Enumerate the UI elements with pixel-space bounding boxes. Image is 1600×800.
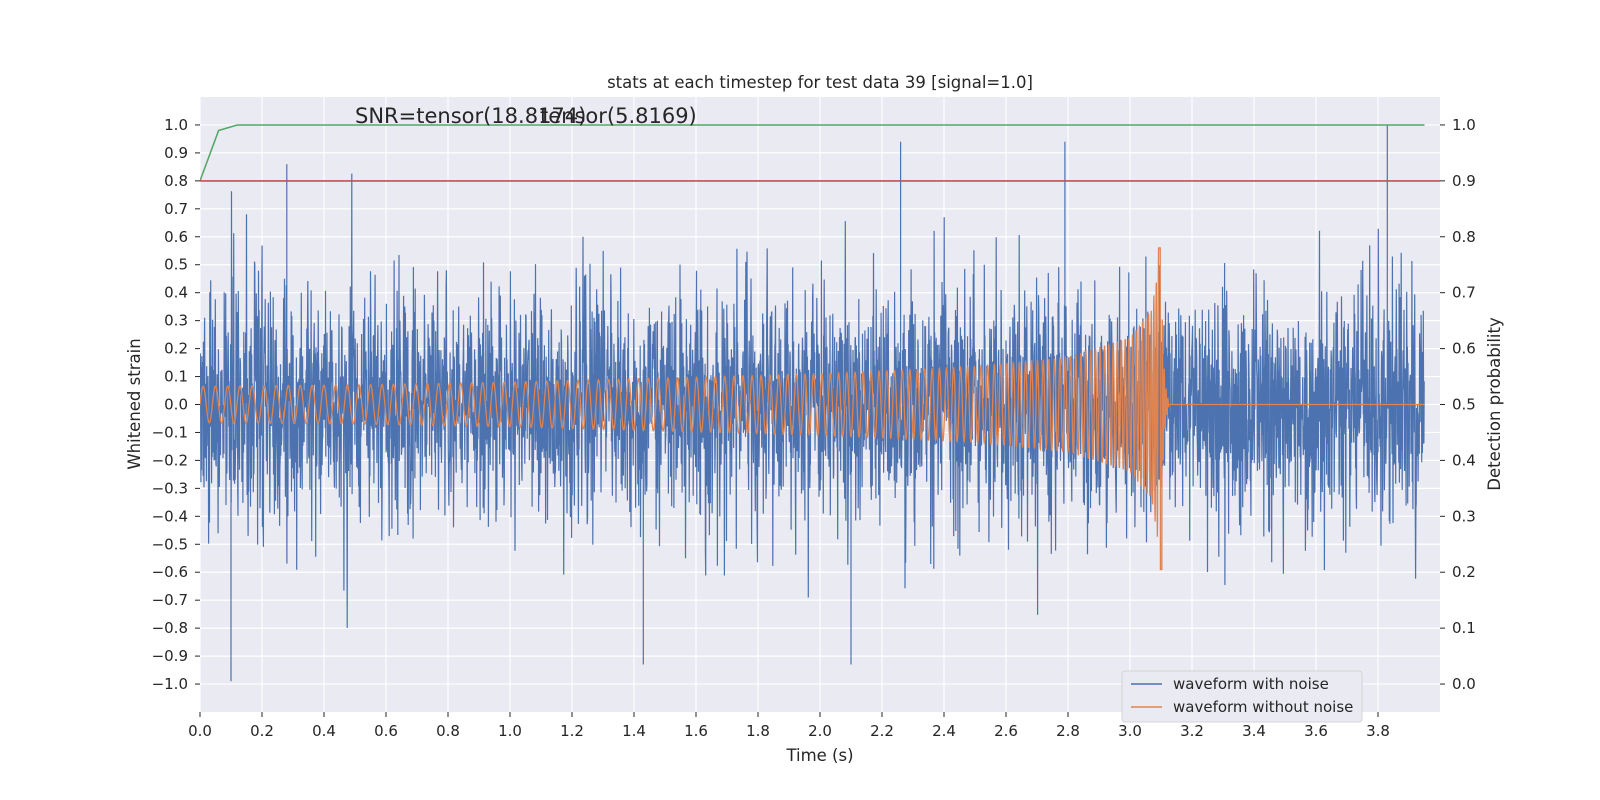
- y-tick-label: 0.8: [164, 172, 188, 190]
- y-tick-label: −0.3: [152, 479, 188, 497]
- y2-tick-label: 0.3: [1452, 507, 1476, 525]
- y-tick-label: 0.5: [164, 256, 188, 274]
- x-axis-label: Time (s): [785, 746, 853, 765]
- y2-tick-label: 0.1: [1452, 619, 1476, 637]
- x-tick-label: 1.6: [684, 722, 708, 740]
- y2-tick-label: 0.4: [1452, 451, 1476, 469]
- legend-label-noise: waveform with noise: [1173, 675, 1329, 693]
- legend-label-no-noise: waveform without noise: [1173, 698, 1353, 716]
- y-tick-label: 0.6: [164, 228, 188, 246]
- x-tick-label: 2.6: [994, 722, 1018, 740]
- y2-tick-label: 0.8: [1452, 228, 1476, 246]
- x-tick-label: 2.0: [808, 722, 832, 740]
- y2-tick-label: 0.2: [1452, 563, 1476, 581]
- y-tick-label: −0.8: [152, 619, 188, 637]
- y-tick-label: −0.6: [152, 563, 188, 581]
- y-tick-label: −0.4: [152, 507, 188, 525]
- x-tick-label: 1.2: [560, 722, 584, 740]
- x-tick-label: 0.2: [250, 722, 274, 740]
- y2-axis-label: Detection probability: [1485, 317, 1504, 491]
- y-tick-label: −0.7: [152, 591, 188, 609]
- y-axis-label: Whitened strain: [125, 338, 144, 469]
- x-tick-label: 1.0: [498, 722, 522, 740]
- series-waveform-without-noise: [200, 247, 1425, 571]
- y2-tick-label: 0.7: [1452, 284, 1476, 302]
- x-tick-label: 3.4: [1242, 722, 1266, 740]
- y2-tick-label: 0.6: [1452, 340, 1476, 358]
- y2-tick-label: 0.9: [1452, 172, 1476, 190]
- y-tick-label: 0.2: [164, 340, 188, 358]
- y-tick-label: 0.0: [164, 396, 188, 414]
- x-tick-label: 1.4: [622, 722, 646, 740]
- x-tick-label: 0.4: [312, 722, 336, 740]
- x-tick-label: 3.2: [1180, 722, 1204, 740]
- y-tick-label: −0.2: [152, 451, 188, 469]
- y-tick-label: 0.7: [164, 200, 188, 218]
- y2-tick-label: 0.0: [1452, 675, 1476, 693]
- series-detection-probability: [200, 124, 1425, 182]
- y-tick-label: −0.1: [152, 423, 188, 441]
- x-tick-label: 3.8: [1366, 722, 1390, 740]
- x-tick-label: 2.8: [1056, 722, 1080, 740]
- series-layer: [200, 124, 1440, 682]
- y2-tick-label: 0.5: [1452, 396, 1476, 414]
- y-tick-label: 0.4: [164, 284, 188, 302]
- y-tick-label: 1.0: [164, 116, 188, 134]
- x-tick-label: 3.6: [1304, 722, 1328, 740]
- legend: waveform with noise waveform without noi…: [1121, 670, 1363, 723]
- x-tick-label: 2.2: [870, 722, 894, 740]
- y-tick-label: −0.5: [152, 535, 188, 553]
- x-tick-label: 0.6: [374, 722, 398, 740]
- tensor-annotation: tensor(5.8169): [540, 104, 697, 128]
- legend-box: [1121, 670, 1363, 723]
- y2-tick-label: 1.0: [1452, 116, 1476, 134]
- x-tick-label: 0.0: [188, 722, 212, 740]
- x-tick-label: 0.8: [436, 722, 460, 740]
- y-tick-label: −0.9: [152, 647, 188, 665]
- y-tick-label: 0.3: [164, 312, 188, 330]
- y-tick-label: 0.9: [164, 144, 188, 162]
- y-tick-label: −1.0: [152, 675, 188, 693]
- chart-title: stats at each timestep for test data 39 …: [607, 73, 1033, 92]
- y-tick-label: 0.1: [164, 368, 188, 386]
- snr-annotation: SNR=tensor(18.8174): [355, 104, 586, 128]
- x-tick-label: 2.4: [932, 722, 956, 740]
- axes-layer: 0.0 0.2 0.4 0.6 0.8 1.0 1.2 1.4 1.6 1.8 2.0 2.2 2.4 2…: [152, 116, 1476, 740]
- x-tick-label: 1.8: [746, 722, 770, 740]
- series-waveform-with-noise: [200, 125, 1425, 682]
- x-tick-label: 3.0: [1118, 722, 1142, 740]
